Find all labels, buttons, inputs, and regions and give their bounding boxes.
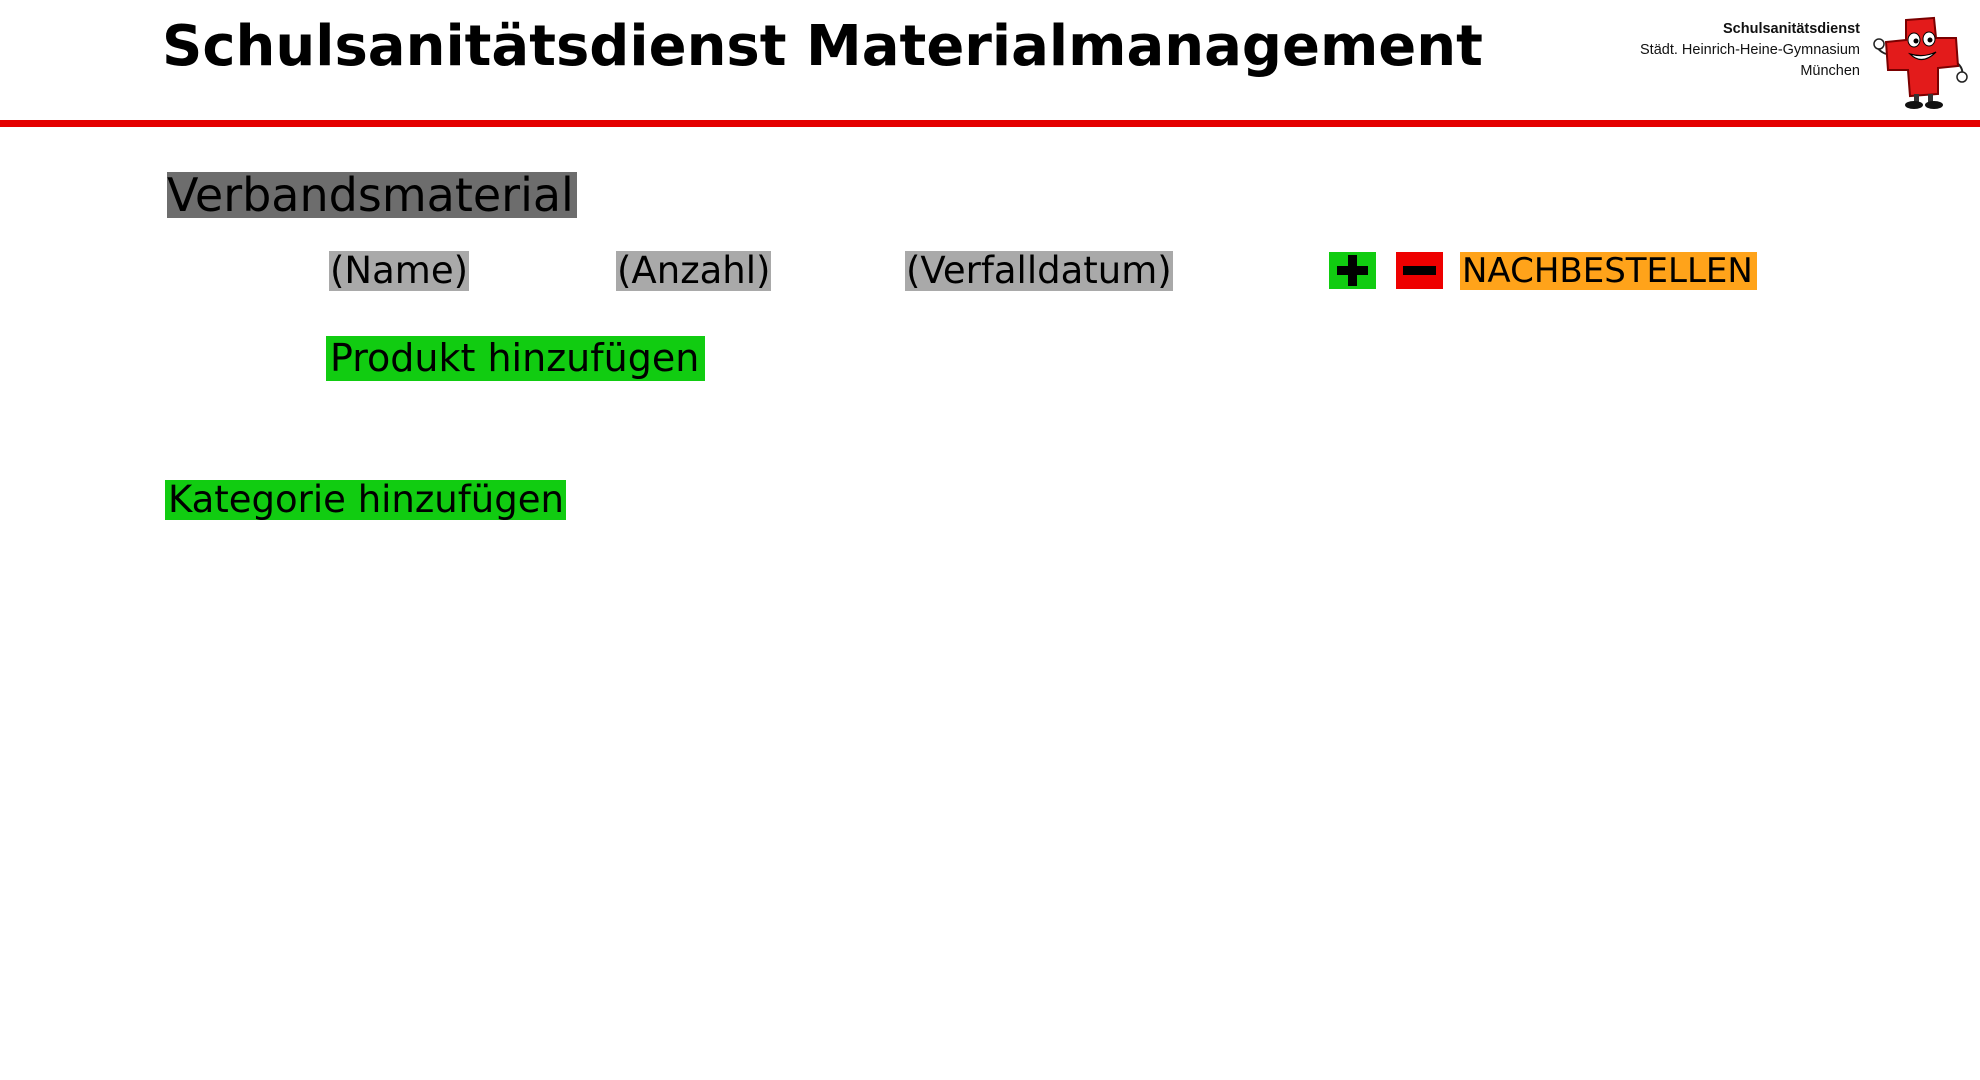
page-title: Schulsanitätsdienst Materialmanagement xyxy=(162,14,1483,79)
red-cross-mascot-icon xyxy=(1873,16,1968,109)
school-info: Schulsanitätsdienst Städt. Heinrich-Hein… xyxy=(1640,19,1860,82)
category-title[interactable]: Verbandsmaterial xyxy=(167,172,577,218)
product-expiry-label: (Verfalldatum) xyxy=(905,249,1173,292)
school-city: München xyxy=(1800,63,1860,79)
school-name: Städt. Heinrich-Heine-Gymnasium xyxy=(1640,42,1860,58)
increase-count-button[interactable] xyxy=(1329,252,1376,289)
product-count-label: (Anzahl) xyxy=(616,249,772,292)
school-service-name: Schulsanitätsdienst xyxy=(1723,21,1860,37)
add-product-button[interactable]: Produkt hinzufügen xyxy=(326,336,706,381)
header: Schulsanitätsdienst Materialmanagement S… xyxy=(0,0,1980,120)
add-category-button[interactable]: Kategorie hinzufügen xyxy=(165,480,566,520)
product-name-label: (Name) xyxy=(329,249,470,292)
minus-icon xyxy=(1403,266,1436,275)
plus-icon xyxy=(1337,255,1368,286)
reorder-button[interactable]: NACHBESTELLEN xyxy=(1460,252,1757,290)
header-divider xyxy=(0,120,1980,127)
decrease-count-button[interactable] xyxy=(1396,252,1443,289)
